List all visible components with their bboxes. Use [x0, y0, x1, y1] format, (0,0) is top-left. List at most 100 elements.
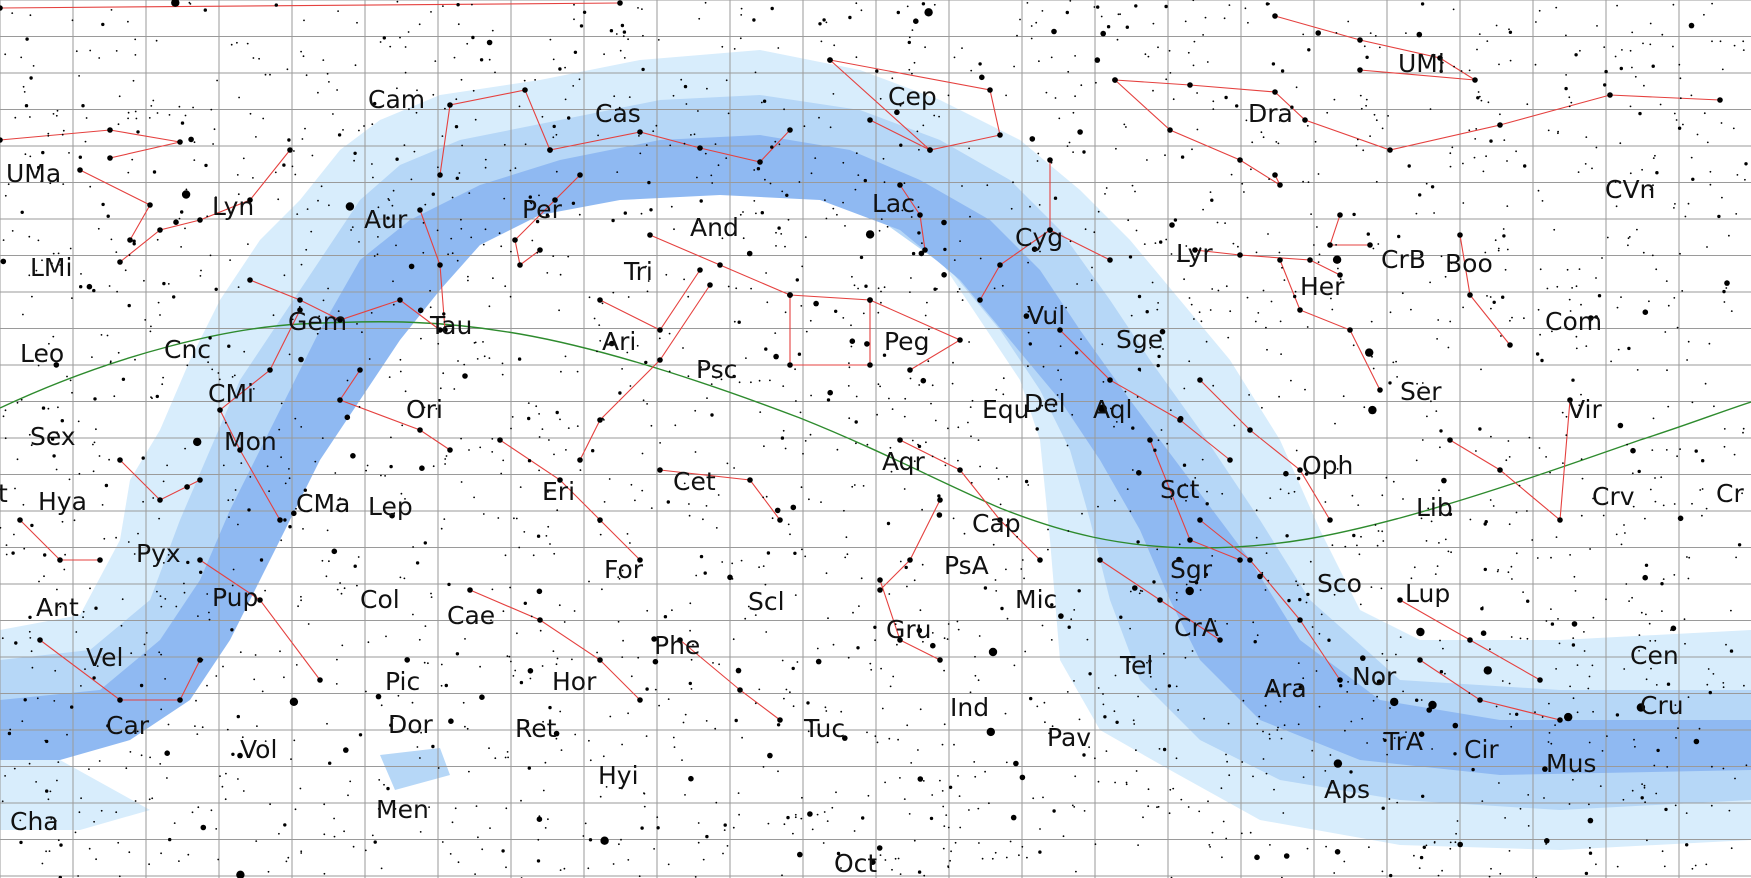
star	[832, 207, 835, 210]
star	[402, 684, 405, 687]
star	[1544, 838, 1550, 844]
star	[1675, 737, 1677, 739]
star	[388, 376, 391, 378]
star	[822, 18, 826, 22]
star	[288, 468, 290, 470]
star	[494, 71, 496, 74]
star	[1627, 346, 1631, 351]
star	[781, 190, 784, 193]
star	[1447, 550, 1450, 553]
star	[186, 364, 189, 367]
star	[650, 507, 653, 509]
star	[1151, 281, 1154, 284]
star	[899, 143, 903, 147]
star	[980, 558, 982, 561]
star	[876, 845, 883, 851]
star	[256, 725, 258, 727]
star	[984, 770, 986, 773]
label-cep: Cep	[888, 82, 937, 111]
star	[1478, 95, 1481, 98]
star	[1645, 613, 1647, 616]
star	[1575, 347, 1578, 350]
star	[1725, 287, 1728, 289]
star	[456, 2, 460, 7]
star	[1506, 248, 1509, 251]
star	[1317, 261, 1320, 263]
star	[1625, 583, 1628, 585]
star	[363, 125, 365, 127]
star	[1356, 544, 1358, 547]
star	[1557, 132, 1559, 135]
star	[764, 347, 768, 351]
star	[482, 341, 484, 343]
star	[770, 6, 774, 11]
star	[564, 355, 567, 358]
star	[906, 585, 908, 588]
star	[455, 652, 460, 656]
star	[884, 781, 886, 784]
star	[1591, 664, 1594, 667]
star	[294, 417, 297, 420]
star	[167, 723, 170, 726]
star	[314, 460, 317, 463]
star	[1128, 255, 1133, 259]
star	[1157, 805, 1160, 808]
star	[1509, 59, 1512, 62]
star	[404, 71, 407, 74]
star	[41, 150, 45, 155]
star	[1273, 788, 1275, 791]
star	[252, 388, 255, 390]
star	[667, 698, 670, 700]
star	[764, 583, 767, 586]
star	[654, 688, 657, 691]
star	[241, 736, 244, 739]
star	[953, 56, 956, 59]
star	[447, 582, 451, 587]
star	[93, 820, 95, 823]
star	[1569, 685, 1571, 688]
star	[638, 875, 641, 878]
star	[54, 669, 57, 672]
star	[517, 357, 522, 361]
star	[523, 79, 526, 82]
star	[1540, 358, 1544, 363]
star	[1519, 637, 1522, 640]
star	[979, 74, 985, 81]
star	[547, 491, 549, 493]
star	[1703, 112, 1706, 115]
star	[712, 662, 714, 664]
star	[548, 439, 550, 441]
star	[555, 410, 559, 415]
star	[1138, 592, 1141, 595]
star	[939, 779, 941, 782]
star	[1187, 806, 1190, 808]
star	[157, 301, 160, 304]
star	[1449, 841, 1452, 844]
star	[1573, 575, 1576, 578]
star	[1114, 499, 1116, 502]
star	[507, 756, 509, 759]
star	[1633, 738, 1635, 741]
star	[1325, 845, 1327, 848]
star	[215, 196, 217, 199]
star	[28, 433, 31, 436]
star	[1156, 308, 1159, 311]
star	[1005, 568, 1007, 571]
star	[1129, 510, 1132, 513]
star	[447, 253, 449, 256]
star	[886, 225, 889, 228]
star	[1634, 75, 1637, 78]
star	[1135, 770, 1138, 772]
star	[1502, 234, 1506, 238]
star	[294, 173, 297, 176]
star	[130, 652, 133, 655]
star	[522, 87, 528, 93]
star	[970, 69, 973, 72]
star	[1115, 421, 1118, 423]
star	[626, 351, 629, 354]
star	[805, 330, 808, 333]
star	[291, 318, 294, 321]
star	[31, 666, 34, 669]
